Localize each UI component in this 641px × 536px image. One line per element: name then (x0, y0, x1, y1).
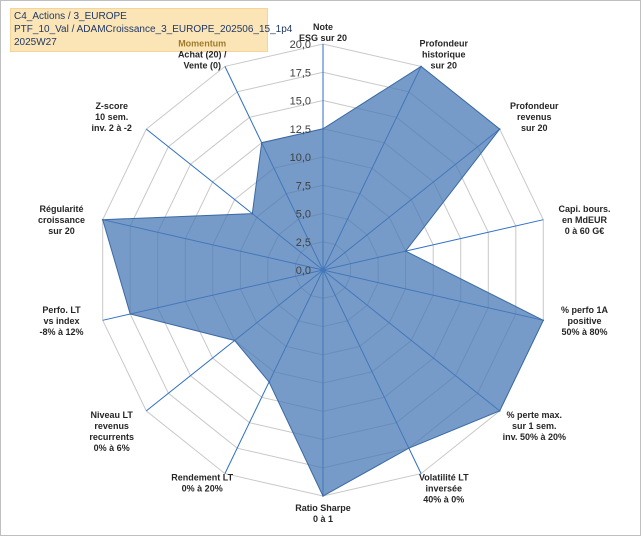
axis-label-9: Rendement LT 0% à 20% (171, 473, 233, 494)
axis-label-6: % perte max. sur 1 sem. inv. 50% à 20% (503, 410, 566, 442)
header-line-2: PTF_10_Val / ADAMCroissance_3_EUROPE_202… (14, 24, 293, 35)
axis-label-5: % perfo 1A positive 50% à 80% (561, 305, 609, 337)
axis-label-13: Z-score 10 sem. inv. 2 à -2 (92, 101, 132, 133)
tick-label: 0,0 (296, 265, 311, 277)
series-point-2 (420, 65, 422, 68)
series-point-4 (404, 250, 407, 252)
tick-label: 7,5 (296, 180, 311, 192)
tick-label: 2,5 (296, 237, 311, 249)
axis-label-12: Régularité croissance sur 20 (38, 204, 85, 236)
series-point-11 (129, 313, 131, 315)
tick-label: 17,5 (290, 67, 311, 79)
series-point-5 (542, 319, 545, 322)
header-line-3: 2025W27 (14, 37, 57, 48)
header-line-1: C4_Actions / 3_EUROPE (14, 11, 127, 22)
axis-label-8: Ratio Sharpe 0 à 1 (295, 503, 351, 524)
series-point-3 (498, 128, 501, 130)
series-point-1 (322, 128, 324, 130)
tick-label: 5,0 (296, 209, 311, 221)
series-point-7 (408, 447, 410, 450)
tick-label: 20,0 (290, 39, 311, 51)
radar-axis-labels: Note ESG sur 20 Profondeur historique sur 20… (38, 22, 611, 524)
series-point-14 (260, 141, 263, 144)
series-area-1 (102, 65, 544, 497)
axis-label-7: Volatilité LT inversée 40% à 0% (419, 473, 469, 505)
axis-label-10: Niveau LT revenus recurrents 0% à 6% (89, 410, 134, 453)
chart-header-box: C4_Actions / 3_EUROPE PTF_10_Val / ADAMC… (10, 8, 292, 52)
series-point-12 (101, 218, 104, 221)
series-point-9 (268, 381, 270, 383)
axis-label-2: Profondeur historique sur 20 (420, 38, 469, 70)
radar-series-layer (101, 65, 545, 497)
series-point-10 (233, 339, 236, 342)
tick-label: 15,0 (290, 96, 311, 108)
series-point-13 (251, 212, 254, 215)
axis-label-14: Momentum Achat (20) / Vente (0) (178, 38, 227, 70)
tick-label: 10,0 (290, 152, 311, 164)
radar-tick-labels: 0,0 2,5 5,0 7,5 10,0 12,5 15,0 17,5 20,0 (290, 39, 311, 277)
axis-label-3: Profondeur revenus sur 20 (510, 101, 559, 133)
series-point-6 (498, 410, 501, 412)
tick-label: 12,5 (290, 124, 311, 136)
axis-label-4: Capi. bours. en MdEUR 0 à 60 G€ (558, 204, 610, 236)
axis-label-11: Perfo. LT vs index -8% à 12% (39, 305, 83, 337)
axis-label-1: Note ESG sur 20 (299, 22, 347, 43)
series-point-8 (322, 495, 324, 497)
